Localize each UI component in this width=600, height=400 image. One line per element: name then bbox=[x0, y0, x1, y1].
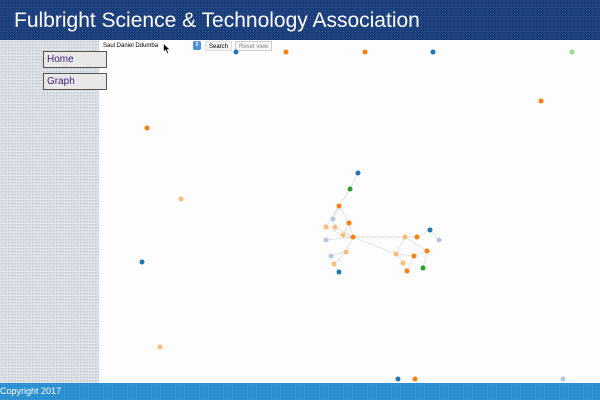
chevron-updown-icon[interactable]: ⇕ bbox=[193, 41, 201, 50]
graph-node[interactable] bbox=[569, 49, 575, 55]
graph-node[interactable] bbox=[347, 186, 353, 192]
nav-home-button[interactable]: Home bbox=[43, 51, 107, 68]
graph-node[interactable] bbox=[362, 49, 368, 55]
graph-node[interactable] bbox=[178, 196, 184, 202]
graph-node[interactable] bbox=[144, 125, 150, 131]
reset-view-button[interactable]: Reset view bbox=[235, 40, 273, 51]
graph-node[interactable] bbox=[340, 232, 346, 238]
graph-node[interactable] bbox=[343, 249, 349, 255]
graph-node[interactable] bbox=[400, 260, 406, 266]
search-button[interactable]: Search bbox=[205, 40, 233, 51]
graph-node[interactable] bbox=[332, 224, 338, 230]
graph-node[interactable] bbox=[414, 234, 420, 240]
graph-node[interactable] bbox=[336, 203, 342, 209]
site-footer: Copyright 2017 bbox=[0, 383, 600, 400]
graph-node[interactable] bbox=[538, 98, 544, 104]
graph-node[interactable] bbox=[346, 220, 352, 226]
search-input[interactable] bbox=[100, 40, 193, 51]
graph-node[interactable] bbox=[411, 253, 417, 259]
graph-node[interactable] bbox=[430, 49, 436, 55]
graph-node[interactable] bbox=[404, 268, 410, 274]
graph-node[interactable] bbox=[412, 376, 418, 382]
nav-graph-button[interactable]: Graph bbox=[43, 73, 107, 90]
graph-node[interactable] bbox=[283, 49, 289, 55]
graph-node[interactable] bbox=[328, 253, 334, 259]
graph-canvas[interactable] bbox=[99, 40, 600, 383]
graph-node[interactable] bbox=[350, 234, 356, 240]
copyright-text: Copyright 2017 bbox=[0, 386, 62, 396]
graph-node[interactable] bbox=[336, 269, 342, 275]
graph-node[interactable] bbox=[420, 265, 426, 271]
graph-node[interactable] bbox=[323, 224, 329, 230]
graph-node[interactable] bbox=[560, 376, 566, 382]
search-bar: ⇕ Search Reset view bbox=[100, 40, 273, 51]
graph-node[interactable] bbox=[393, 251, 399, 257]
graph-node[interactable] bbox=[436, 237, 442, 243]
graph-node[interactable] bbox=[157, 344, 163, 350]
graph-node[interactable] bbox=[427, 227, 433, 233]
site-header: Fulbright Science & Technology Associati… bbox=[0, 0, 600, 40]
graph-node[interactable] bbox=[424, 248, 430, 254]
graph-node[interactable] bbox=[330, 216, 336, 222]
graph-node[interactable] bbox=[395, 376, 401, 382]
graph-node[interactable] bbox=[331, 261, 337, 267]
graph-node[interactable] bbox=[402, 234, 408, 240]
graph-node[interactable] bbox=[323, 237, 329, 243]
mouse-cursor-icon bbox=[163, 43, 171, 54]
graph-node[interactable] bbox=[355, 170, 361, 176]
graph-node[interactable] bbox=[139, 259, 145, 265]
graph-node[interactable] bbox=[233, 49, 239, 55]
site-title: Fulbright Science & Technology Associati… bbox=[14, 9, 420, 32]
